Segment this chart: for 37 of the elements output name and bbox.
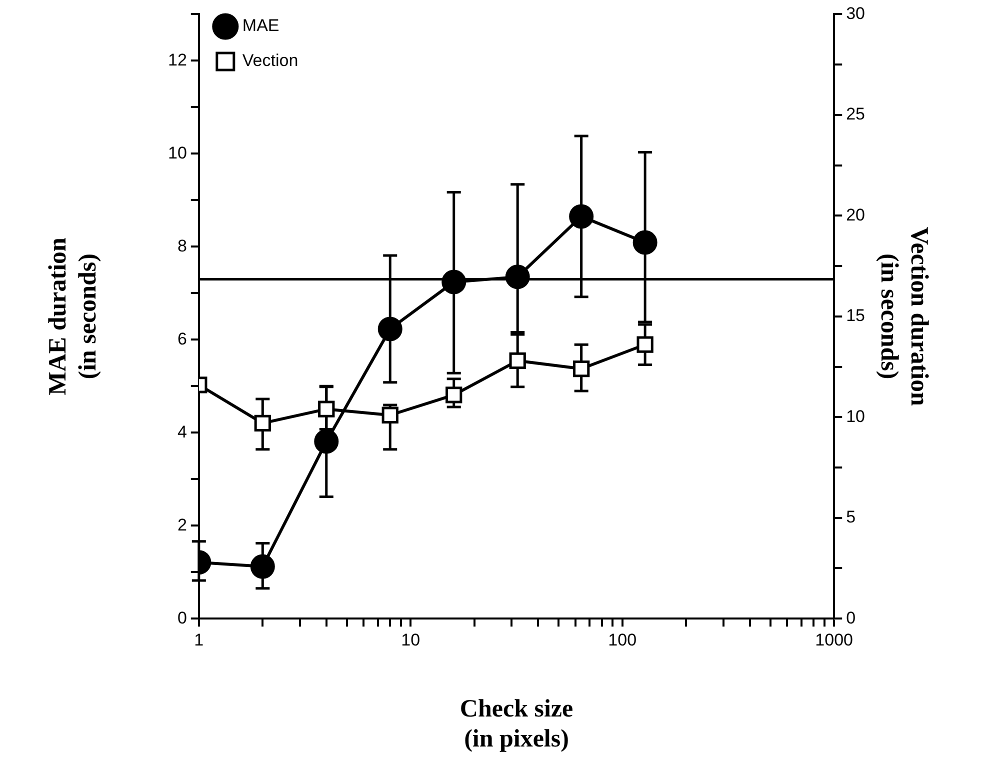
x-tick-label: 100 bbox=[608, 630, 637, 650]
y-tick-label: 0 bbox=[177, 608, 187, 628]
y-tick-label: 8 bbox=[177, 236, 187, 256]
point bbox=[254, 414, 271, 432]
y2-tick-label: 25 bbox=[846, 104, 866, 124]
y-tick-label: 6 bbox=[177, 329, 187, 348]
legend-label: Vection bbox=[242, 51, 298, 70]
point bbox=[318, 400, 335, 418]
y-tick-label: 10 bbox=[168, 143, 187, 162]
x-tick-label: 1000 bbox=[815, 630, 854, 650]
x-axis-title: Check size (in pixels) bbox=[460, 695, 574, 752]
point bbox=[378, 316, 402, 342]
legend-label: MAE bbox=[242, 16, 280, 36]
y-axis-title: MAE duration (in seconds) bbox=[44, 237, 102, 396]
point bbox=[509, 352, 526, 370]
point bbox=[636, 336, 654, 353]
y2-tick-label: 10 bbox=[846, 406, 866, 426]
point bbox=[569, 204, 594, 229]
y2-tick-label: 0 bbox=[846, 608, 856, 628]
point bbox=[573, 360, 590, 378]
point bbox=[446, 386, 462, 404]
y2-tick-label: 20 bbox=[846, 205, 866, 224]
point bbox=[632, 230, 658, 255]
point bbox=[382, 406, 398, 424]
x-tick-label: 1 bbox=[194, 630, 204, 650]
point bbox=[442, 270, 466, 294]
y-tick-label: 12 bbox=[168, 50, 187, 70]
y-tick-label: 2 bbox=[177, 515, 187, 534]
point bbox=[505, 264, 530, 290]
y-tick-label: 4 bbox=[177, 422, 187, 442]
point bbox=[250, 554, 275, 579]
y2-axis-title: Vection duration (in seconds) bbox=[876, 226, 933, 406]
point bbox=[314, 429, 339, 454]
y2-tick-label: 30 bbox=[846, 4, 866, 23]
y2-tick-label: 5 bbox=[846, 508, 856, 527]
x-tick-label: 10 bbox=[401, 630, 420, 650]
y2-tick-label: 15 bbox=[846, 306, 866, 326]
